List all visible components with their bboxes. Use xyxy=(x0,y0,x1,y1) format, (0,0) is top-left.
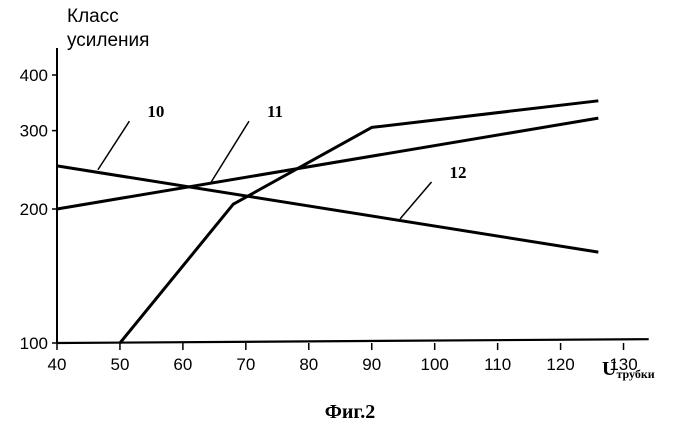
leader-line-12 xyxy=(400,182,431,219)
leader-line-10 xyxy=(98,121,129,170)
x-tick-label-110: 110 xyxy=(484,355,511,374)
x-tick-label-90: 90 xyxy=(362,355,381,374)
leader-line-11 xyxy=(211,121,249,182)
series-label-10: 10 xyxy=(147,102,164,121)
plot-lines xyxy=(57,101,649,343)
y-axis-title-line-2: усиления xyxy=(67,30,149,51)
y-tick-label-400: 400 xyxy=(20,66,48,85)
x-ticks: 40 50 60 70 80 90 100 110 120 130 xyxy=(48,343,638,374)
y-tick-label-300: 300 xyxy=(20,122,48,141)
x-tick-label-120: 120 xyxy=(546,355,574,374)
y-tick-label-200: 200 xyxy=(20,200,48,219)
series-line-12 xyxy=(120,101,598,343)
series-line-11 xyxy=(57,118,598,209)
series-label-11: 11 xyxy=(267,102,283,121)
y-axis-title: Класс усиления xyxy=(67,6,149,51)
y-ticks: 100 200 300 400 xyxy=(20,66,57,353)
x-axis xyxy=(57,339,649,343)
y-axis-title-line-1: Класс xyxy=(67,6,119,27)
x-tick-label-60: 60 xyxy=(173,355,192,374)
x-tick-label-80: 80 xyxy=(299,355,318,374)
series-line-10 xyxy=(57,166,598,252)
x-tick-label-130: 130 xyxy=(609,355,637,374)
series-label-12: 12 xyxy=(450,163,467,182)
figure-caption: Фиг.2 xyxy=(325,401,376,423)
x-tick-label-50: 50 xyxy=(110,355,129,374)
x-tick-label-70: 70 xyxy=(236,355,255,374)
y-tick-label-100: 100 xyxy=(20,334,48,353)
x-tick-label-100: 100 xyxy=(420,355,448,374)
x-tick-label-40: 40 xyxy=(48,355,67,374)
